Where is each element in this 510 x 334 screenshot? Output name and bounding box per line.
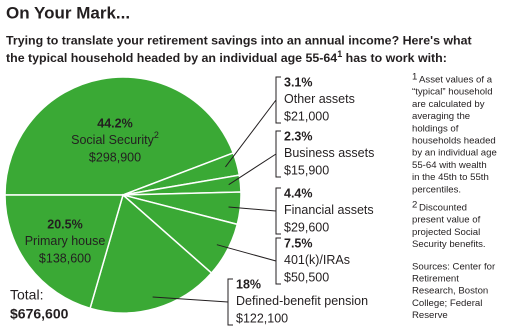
leader-line: [275, 237, 281, 285]
subtitle: the typical household headed by an indiv…: [6, 49, 447, 65]
slice-name: Defined-benefit pension: [236, 294, 368, 308]
footnote-line: percentiles.: [412, 184, 461, 195]
footnote-line: holdings of: [412, 123, 459, 134]
slice-amount: $29,600: [284, 220, 329, 234]
leader-line: [275, 130, 281, 178]
footnote-line: projected Social: [412, 227, 480, 238]
slice-name: Social Security2: [71, 130, 159, 147]
leader-line: [228, 206, 277, 212]
slice-percent: 4.4%: [284, 186, 313, 200]
footnote-ref: 2: [154, 130, 159, 140]
slice-amount: $122,100: [236, 311, 288, 325]
subtitle-text: has to work with:: [342, 51, 447, 65]
subtitle: Trying to translate your retirement savi…: [6, 33, 472, 47]
footnote-ref: 1: [337, 49, 342, 59]
total-label: Total:: [10, 287, 43, 303]
pie-slice: [4, 194, 124, 310]
footnote-line: “typical” household: [412, 87, 493, 98]
slice-percent: 3.1%: [284, 75, 313, 89]
slice-name: Primary house: [25, 234, 106, 248]
footnote-line: by an individual age: [412, 148, 497, 159]
footnote-line: Asset values of a: [419, 75, 493, 86]
slice-amount: $138,600: [39, 251, 91, 265]
category-name: Primary house: [25, 234, 106, 248]
footnote-line: are calculated by: [412, 99, 485, 110]
category-name: Social Security: [71, 133, 154, 147]
slice-percent: 7.5%: [284, 236, 313, 250]
leader-line: [227, 278, 233, 326]
footnote-line: households headed: [412, 136, 496, 147]
slice-percent: 44.2%: [97, 116, 132, 130]
footnote-line: in the 45th to 55th: [412, 172, 489, 183]
footnote-line: averaging the: [412, 111, 470, 122]
footnote-line: Security benefits.: [412, 239, 486, 250]
leader-line: [225, 99, 277, 168]
sources-line: Reserve: [412, 310, 448, 321]
slice-name: Other assets: [284, 92, 355, 106]
subtitle-text: the typical household headed by an indiv…: [6, 51, 337, 65]
slice-name: Financial assets: [284, 203, 374, 217]
leader-line: [275, 187, 281, 235]
footnote-line: 55-64 with wealth: [412, 160, 487, 171]
leader-line: [216, 244, 277, 262]
slice-name: Business assets: [284, 146, 374, 160]
category-name: Business assets: [284, 146, 374, 160]
slice-percent: 2.3%: [284, 129, 313, 143]
category-name: Defined-benefit pension: [236, 294, 368, 308]
sources-line: Retirement: [412, 274, 459, 285]
footnote-line: present value of: [412, 215, 481, 226]
category-name: 401(k)/IRAs: [284, 253, 350, 267]
slice-percent: 18%: [236, 277, 261, 291]
footnote-marker: 1: [412, 72, 417, 83]
slice-percent: 20.5%: [47, 217, 82, 231]
chart-title: On Your Mark...: [6, 3, 130, 22]
footnote-line: Discounted: [419, 203, 467, 214]
leader-line: [275, 76, 281, 124]
slice-amount: $50,500: [284, 270, 329, 284]
leader-line: [152, 296, 229, 303]
sources-line: College; Federal: [412, 298, 482, 309]
slice-amount: $15,900: [284, 163, 329, 177]
slice-amount: $21,000: [284, 109, 329, 123]
pie-slice: [4, 76, 235, 196]
leader-line: [228, 153, 277, 186]
category-name: Other assets: [284, 92, 355, 106]
slice-name: 401(k)/IRAs: [284, 253, 350, 267]
footnote-marker: 2: [412, 200, 417, 211]
sources-line: Research, Boston: [412, 286, 488, 297]
slice-amount: $298,900: [89, 150, 141, 164]
total-value: $676,600: [10, 306, 69, 322]
category-name: Financial assets: [284, 203, 374, 217]
pie-slice: [89, 193, 213, 314]
sources-line: Sources: Center for: [412, 261, 496, 272]
